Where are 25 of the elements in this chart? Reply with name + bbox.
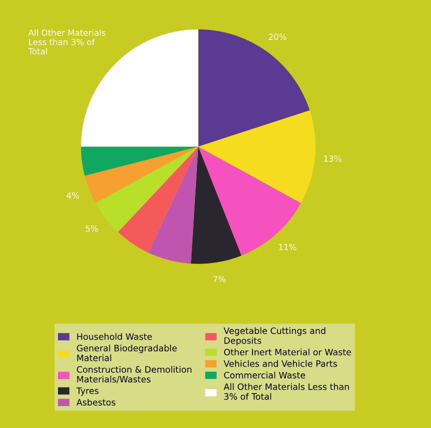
pie-slice xyxy=(198,146,301,256)
legend-label: Commercial Waste xyxy=(224,372,306,378)
pie-slice xyxy=(81,146,198,176)
legend-label: Construction & Demolition Materials/Wastes xyxy=(76,366,192,384)
data-label: 7% xyxy=(213,276,226,282)
data-label: All Other Materials Less than 3% of Total xyxy=(28,29,106,54)
data-label: 13% xyxy=(324,155,342,162)
data-label: 5% xyxy=(86,225,98,232)
pie-slice xyxy=(198,110,316,204)
data-label: 11% xyxy=(279,244,296,250)
legend-label: Tyres xyxy=(76,388,98,396)
pie-slice xyxy=(198,29,310,147)
legend-label: General Biodegradable Material xyxy=(76,344,177,362)
legend-label: Asbestos xyxy=(76,398,116,406)
pie-slice xyxy=(118,146,198,253)
pie-slice xyxy=(190,146,242,264)
legend-label: Vegetable Cuttings and Deposits xyxy=(224,327,326,346)
legend-label: Other Inert Material or Waste xyxy=(224,348,351,356)
data-label: 4% xyxy=(66,192,80,199)
data-label: 20% xyxy=(268,34,286,40)
pie-slice xyxy=(84,146,198,204)
legend-label: Vehicles and Vehicle Parts xyxy=(224,360,337,367)
legend-label: Household Waste xyxy=(77,333,152,340)
pie-slice xyxy=(148,146,198,264)
legend-label: All Other Materials Less than 3% of Total xyxy=(224,383,349,400)
